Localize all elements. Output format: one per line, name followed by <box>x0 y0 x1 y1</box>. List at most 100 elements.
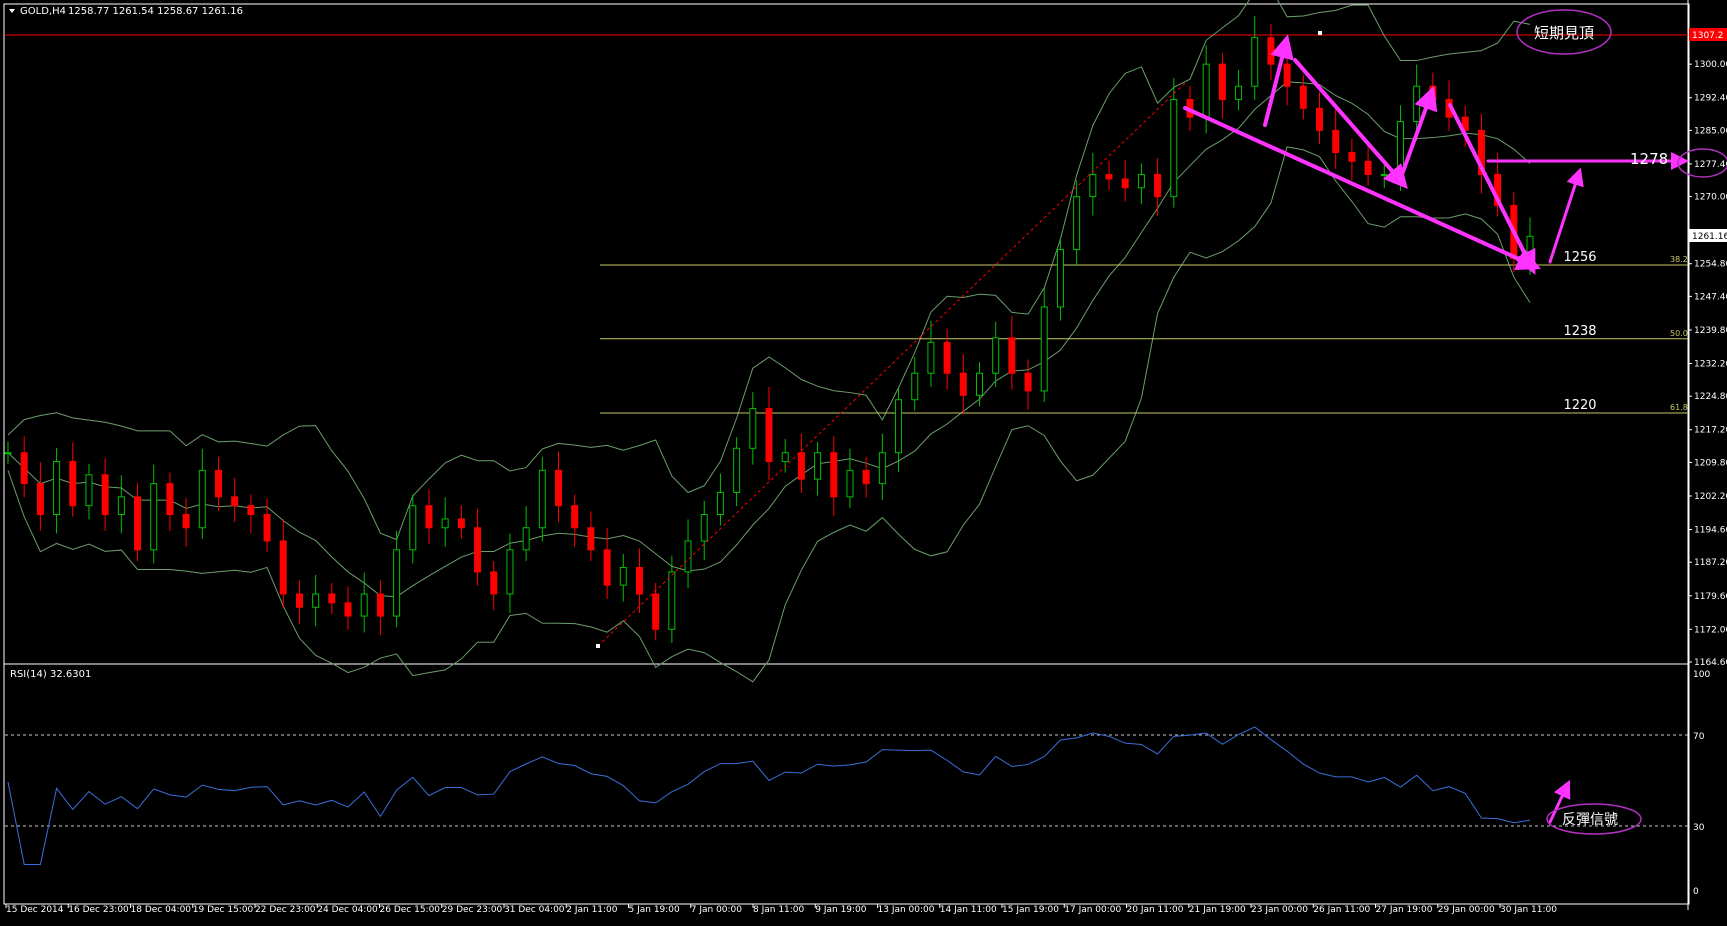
x-tick-label: 8 Jan 11:00 <box>753 905 805 915</box>
rsi-scale-0: 0 <box>1693 887 1699 897</box>
x-tick-label: 15 Dec 2014 <box>6 905 64 915</box>
bull-candle <box>4 452 12 455</box>
bull-candle <box>619 567 627 586</box>
bear-candle <box>474 527 482 573</box>
y-tick-label: 1164.60 <box>1694 658 1727 668</box>
bull-candle <box>538 469 546 529</box>
lower-band <box>7 146 1531 683</box>
bear-candle <box>1477 129 1485 176</box>
bear-candle <box>1316 107 1324 131</box>
trend-anchor-high <box>1318 31 1322 35</box>
bear-candle <box>943 341 951 374</box>
y-tick-label: 1172.00 <box>1694 625 1727 635</box>
bear-candle <box>166 483 174 516</box>
y-tick-label: 1187.20 <box>1694 558 1727 568</box>
bear-candle <box>652 593 660 630</box>
bull-candle <box>846 469 854 498</box>
x-tick-label: 9 Jan 19:00 <box>815 905 867 915</box>
fib-level-label: 1220 <box>1563 398 1596 413</box>
top-note-ellipse <box>1516 9 1612 55</box>
bear-candle <box>1461 116 1469 131</box>
y-tick-label: 1300.00 <box>1694 60 1727 70</box>
bull-candle <box>700 514 708 542</box>
top-note: 短期見頂 <box>1534 24 1594 42</box>
fibonacci-levels: 1256 38.2 1238 50.0 1220 61.8 <box>600 250 1688 414</box>
x-tick-label: 18 Dec 04:00 <box>131 905 192 915</box>
bear-candle <box>555 469 563 507</box>
bear-candle <box>328 593 336 604</box>
target-label: 1278 <box>1630 150 1668 168</box>
rsi-panel-frame <box>3 663 1690 905</box>
bull-candle <box>198 469 206 529</box>
bull-candle <box>1251 37 1259 87</box>
fib-level-pct: 61.8 <box>1670 403 1688 412</box>
bear-candle <box>182 514 190 529</box>
x-tick-label: 16 Dec 23:00 <box>68 905 129 915</box>
down-arrow-1 <box>1293 58 1408 190</box>
bear-candle <box>1348 151 1356 162</box>
bear-candle <box>1105 174 1113 180</box>
bear-candle <box>1364 160 1372 176</box>
bear-candle <box>344 602 352 617</box>
y-tick-label: 1232.20 <box>1694 360 1727 370</box>
bollinger-bands <box>7 0 1531 683</box>
y-tick-label: 1285.00 <box>1694 126 1727 136</box>
y-tick-label: 1254.80 <box>1694 260 1727 270</box>
bear-candle <box>635 567 643 595</box>
bear-candle <box>214 469 222 498</box>
x-tick-label: 21 Jan 19:00 <box>1189 905 1246 915</box>
middle-band <box>7 81 1531 598</box>
x-tick-label: 15 Jan 19:00 <box>1002 905 1059 915</box>
bear-candle <box>1121 178 1129 189</box>
x-tick-label: 30 Jan 11:00 <box>1500 905 1557 915</box>
y-tick-label: 1247.40 <box>1694 292 1727 302</box>
bull-candle <box>522 527 530 551</box>
x-tick-label: 5 Jan 19:00 <box>629 905 681 915</box>
bull-candle <box>1040 306 1048 392</box>
bull-candle <box>1235 85 1243 100</box>
bear-candle <box>69 461 77 507</box>
up-arrow-2 <box>1398 85 1438 182</box>
bear-candle <box>425 505 433 529</box>
bull-candle <box>895 399 903 454</box>
fib-level-pct: 38.2 <box>1670 255 1688 264</box>
bear-candle <box>36 483 44 516</box>
x-tick-label: 20 Jan 11:00 <box>1127 905 1184 915</box>
x-tick-label: 14 Jan 11:00 <box>940 905 997 915</box>
rsi-line <box>7 726 1531 865</box>
bear-candle <box>1299 85 1307 109</box>
price-axis: 1300.00 1292.40 1285.00 1277.40 1270.00 1254.… <box>1688 60 1727 668</box>
y-tick-label: 1179.60 <box>1694 592 1727 602</box>
bull-candle <box>878 452 886 485</box>
top-price-tag <box>1689 28 1727 41</box>
rsi-scale-30: 30 <box>1693 823 1705 833</box>
fib-level-label: 1256 <box>1563 250 1596 265</box>
bear-candle <box>376 593 384 617</box>
x-tick-label: 17 Jan 00:00 <box>1064 905 1121 915</box>
x-tick-label: 23 Jan 00:00 <box>1251 905 1308 915</box>
bear-candle <box>830 452 838 498</box>
rebound-note: 反彈信號 <box>1562 812 1618 828</box>
bull-candle <box>733 447 741 493</box>
menu-triangle-icon[interactable] <box>9 9 15 13</box>
bear-candle <box>20 452 28 485</box>
candles <box>4 16 1534 644</box>
rsi-scale-100: 100 <box>1693 670 1710 680</box>
upper-band <box>7 0 1531 541</box>
bull-candle <box>1089 174 1097 198</box>
x-tick-label: 2 Jan 11:00 <box>566 905 618 915</box>
time-axis: 15 Dec 2014 16 Dec 23:00 18 Dec 04:00 19 De… <box>5 904 1557 915</box>
bear-candle <box>862 469 870 485</box>
bear-candle <box>571 505 579 529</box>
bull-candle <box>409 505 417 551</box>
bull-candle <box>975 372 983 396</box>
bear-candle <box>1008 337 1016 374</box>
bear-candle <box>1154 174 1162 198</box>
target-ellipse <box>1677 148 1727 178</box>
y-tick-label: 1202.20 <box>1694 492 1727 502</box>
fib-level-label: 1238 <box>1563 324 1596 339</box>
x-tick-label: 24 Dec 04:00 <box>317 905 378 915</box>
x-tick-label: 26 Jan 11:00 <box>1313 905 1370 915</box>
